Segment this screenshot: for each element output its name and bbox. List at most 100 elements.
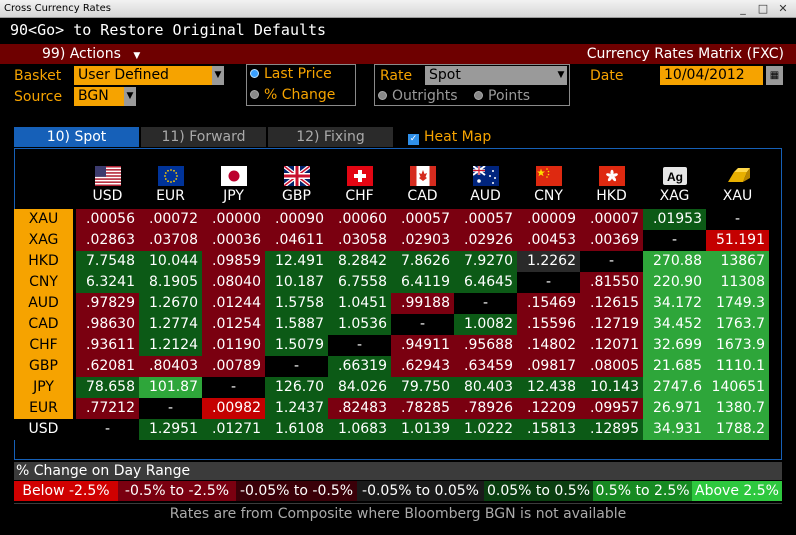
rate-cell[interactable]: .00453 bbox=[517, 230, 580, 251]
rate-cell[interactable]: .01271 bbox=[202, 419, 265, 440]
rate-cell[interactable]: 270.88 bbox=[643, 251, 706, 272]
row-label-xag[interactable]: XAG bbox=[14, 230, 73, 251]
command-line[interactable]: 90<Go> to Restore Original Defaults bbox=[0, 19, 796, 42]
rate-cell[interactable]: .12719 bbox=[580, 314, 643, 335]
row-label-usd[interactable]: USD bbox=[14, 419, 73, 440]
rate-cell[interactable]: .02903 bbox=[391, 230, 454, 251]
row-label-jpy[interactable]: JPY bbox=[14, 377, 73, 398]
rate-cell[interactable]: 13867 bbox=[706, 251, 769, 272]
minimize-icon[interactable]: _ bbox=[740, 2, 746, 15]
rate-cell[interactable]: 34.172 bbox=[643, 293, 706, 314]
rate-select[interactable]: Spot bbox=[425, 66, 555, 85]
rate-cell[interactable]: 34.452 bbox=[643, 314, 706, 335]
rate-cell[interactable]: .80403 bbox=[139, 356, 202, 377]
rate-cell[interactable]: 101.87 bbox=[139, 377, 202, 398]
rate-cell[interactable]: .09817 bbox=[517, 356, 580, 377]
rate-cell[interactable]: .12209 bbox=[517, 398, 580, 419]
rate-cell[interactable]: .01254 bbox=[202, 314, 265, 335]
rate-cell[interactable]: .62081 bbox=[76, 356, 139, 377]
date-field[interactable]: 10/04/2012 bbox=[660, 66, 763, 85]
rate-cell[interactable]: .77212 bbox=[76, 398, 139, 419]
rate-cell[interactable]: .04611 bbox=[265, 230, 328, 251]
rate-cell[interactable]: 12.491 bbox=[265, 251, 328, 272]
rate-cell[interactable]: 220.90 bbox=[643, 272, 706, 293]
rate-cell[interactable]: .00090 bbox=[265, 209, 328, 230]
rate-cell[interactable]: - bbox=[328, 335, 391, 356]
rate-cell[interactable]: 1.2951 bbox=[139, 419, 202, 440]
row-label-cad[interactable]: CAD bbox=[14, 314, 73, 335]
radio-pct-change[interactable]: % Change bbox=[250, 85, 335, 105]
rate-cell[interactable]: 1110.1 bbox=[706, 356, 769, 377]
rate-cell[interactable]: .12895 bbox=[580, 419, 643, 440]
basket-dropdown-icon[interactable]: ▼ bbox=[212, 66, 224, 85]
rate-cell[interactable]: - bbox=[139, 398, 202, 419]
rate-cell[interactable]: 84.026 bbox=[328, 377, 391, 398]
rate-cell[interactable]: .93611 bbox=[76, 335, 139, 356]
rate-cell[interactable]: 1.0451 bbox=[328, 293, 391, 314]
calendar-icon[interactable]: ▦ bbox=[766, 66, 783, 85]
rate-cell[interactable]: 79.750 bbox=[391, 377, 454, 398]
rate-cell[interactable]: 12.438 bbox=[517, 377, 580, 398]
rate-cell[interactable]: .00057 bbox=[454, 209, 517, 230]
rate-cell[interactable]: 1.0139 bbox=[391, 419, 454, 440]
rate-cell[interactable]: 1.2437 bbox=[265, 398, 328, 419]
rate-cell[interactable]: 1.6108 bbox=[265, 419, 328, 440]
rate-cell[interactable]: .98630 bbox=[76, 314, 139, 335]
rate-cell[interactable]: .01244 bbox=[202, 293, 265, 314]
rate-cell[interactable]: .62943 bbox=[391, 356, 454, 377]
rate-cell[interactable]: .01953 bbox=[643, 209, 706, 230]
tab-fixing[interactable]: 12) Fixing bbox=[268, 127, 393, 147]
rate-cell[interactable]: .94911 bbox=[391, 335, 454, 356]
rate-cell[interactable]: 6.3241 bbox=[76, 272, 139, 293]
row-label-aud[interactable]: AUD bbox=[14, 293, 73, 314]
rate-cell[interactable]: 1.2774 bbox=[139, 314, 202, 335]
rate-cell[interactable]: .00789 bbox=[202, 356, 265, 377]
rate-cell[interactable]: 1.5079 bbox=[265, 335, 328, 356]
rate-cell[interactable]: .08005 bbox=[580, 356, 643, 377]
rate-cell[interactable]: - bbox=[580, 251, 643, 272]
actions-menu[interactable]: 99) Actions ▼ bbox=[42, 44, 140, 66]
rate-cell[interactable]: 1.2262 bbox=[517, 251, 580, 272]
rate-cell[interactable]: - bbox=[202, 377, 265, 398]
rate-cell[interactable]: 11308 bbox=[706, 272, 769, 293]
rate-cell[interactable]: .00072 bbox=[139, 209, 202, 230]
row-label-gbp[interactable]: GBP bbox=[14, 356, 73, 377]
rate-cell[interactable]: 1788.2 bbox=[706, 419, 769, 440]
rate-cell[interactable]: .12615 bbox=[580, 293, 643, 314]
rate-cell[interactable]: .15813 bbox=[517, 419, 580, 440]
rate-cell[interactable]: .09957 bbox=[580, 398, 643, 419]
rate-cell[interactable]: .00007 bbox=[580, 209, 643, 230]
radio-last-price[interactable]: Last Price bbox=[250, 64, 332, 84]
rate-cell[interactable]: .66319 bbox=[328, 356, 391, 377]
rate-cell[interactable]: 26.971 bbox=[643, 398, 706, 419]
rate-cell[interactable]: 7.9270 bbox=[454, 251, 517, 272]
rate-cell[interactable]: .03708 bbox=[139, 230, 202, 251]
rate-cell[interactable]: .09859 bbox=[202, 251, 265, 272]
heat-map-toggle[interactable]: ✓ Heat Map bbox=[408, 127, 491, 147]
rate-cell[interactable]: 10.044 bbox=[139, 251, 202, 272]
rate-cell[interactable]: 126.70 bbox=[265, 377, 328, 398]
rate-cell[interactable]: 7.7548 bbox=[76, 251, 139, 272]
source-select[interactable]: BGN bbox=[74, 87, 124, 106]
row-label-eur[interactable]: EUR bbox=[14, 398, 73, 419]
rate-cell[interactable]: .00982 bbox=[202, 398, 265, 419]
close-icon[interactable]: ✕ bbox=[778, 2, 788, 15]
rate-cell[interactable]: 6.7558 bbox=[328, 272, 391, 293]
rate-cell[interactable]: 8.1905 bbox=[139, 272, 202, 293]
rate-cell[interactable]: 1673.9 bbox=[706, 335, 769, 356]
rate-cell[interactable]: .99188 bbox=[391, 293, 454, 314]
rate-cell[interactable]: .00369 bbox=[580, 230, 643, 251]
rate-dropdown-icon[interactable]: ▼ bbox=[555, 66, 567, 85]
rate-cell[interactable]: .00036 bbox=[202, 230, 265, 251]
rate-cell[interactable]: 80.403 bbox=[454, 377, 517, 398]
rate-cell[interactable]: .00060 bbox=[328, 209, 391, 230]
rate-cell[interactable]: - bbox=[391, 314, 454, 335]
rate-cell[interactable]: 140651 bbox=[706, 377, 769, 398]
rate-cell[interactable]: 1380.7 bbox=[706, 398, 769, 419]
rate-cell[interactable]: 10.143 bbox=[580, 377, 643, 398]
radio-points[interactable]: Points bbox=[474, 86, 530, 106]
row-label-chf[interactable]: CHF bbox=[14, 335, 73, 356]
rate-cell[interactable]: 6.4645 bbox=[454, 272, 517, 293]
source-dropdown-icon[interactable]: ▼ bbox=[124, 87, 136, 106]
rate-cell[interactable]: .15596 bbox=[517, 314, 580, 335]
